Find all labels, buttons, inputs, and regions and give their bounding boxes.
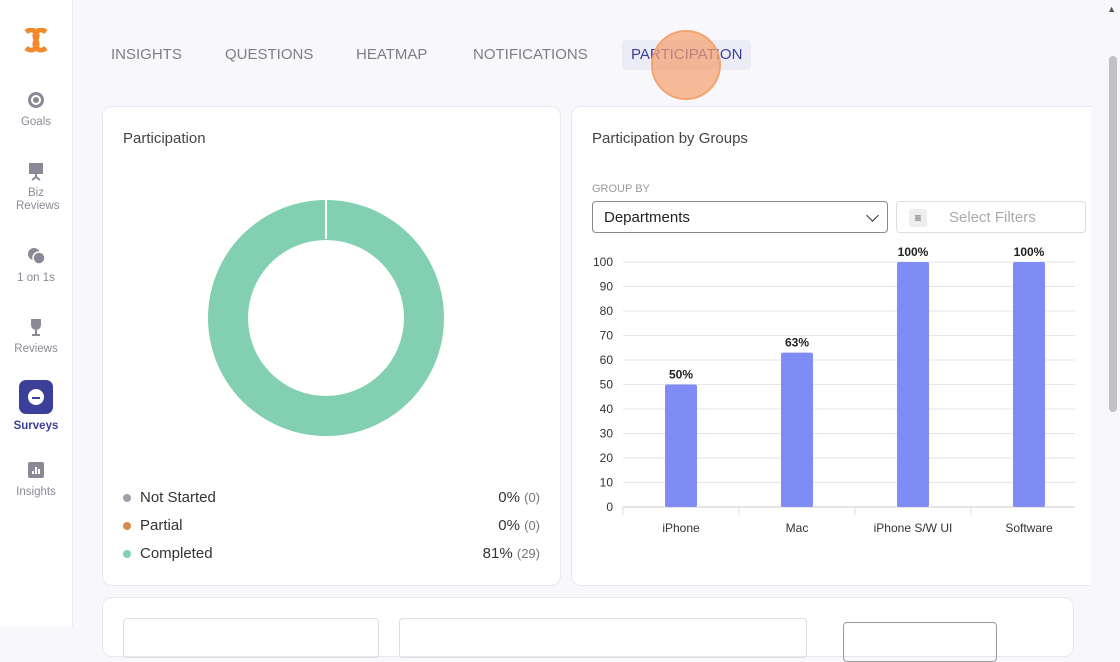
y-tick-label: 90 xyxy=(600,280,614,294)
logo-icon[interactable] xyxy=(20,28,52,54)
tab-notifications[interactable]: NOTIFICATIONS xyxy=(473,46,588,63)
y-tick-label: 100 xyxy=(593,255,613,269)
y-tick-label: 80 xyxy=(600,304,614,318)
sidebar-item-1on1s[interactable]: 1 on 1s xyxy=(0,246,72,285)
bottom-input-1[interactable] xyxy=(123,618,379,658)
presentation-icon xyxy=(29,163,43,181)
x-tick-label: Software xyxy=(1005,521,1053,535)
filter-placeholder: Select Filters xyxy=(949,209,1036,226)
x-tick-label: Mac xyxy=(786,521,809,535)
card-title: Participation by Groups xyxy=(592,130,748,147)
scrollbar[interactable] xyxy=(1109,56,1117,412)
y-tick-label: 30 xyxy=(600,427,614,441)
group-by-select[interactable]: Departments xyxy=(592,201,888,233)
bottom-input-2[interactable] xyxy=(399,618,807,658)
chevron-down-icon xyxy=(866,209,879,222)
tab-heatmap[interactable]: HEATMAP xyxy=(356,46,428,63)
bar-data-label: 63% xyxy=(785,336,809,350)
legend-label: Partial xyxy=(140,517,183,534)
survey-icon xyxy=(19,380,53,414)
bar[interactable] xyxy=(781,352,813,507)
group-by-label: GROUP BY xyxy=(592,183,650,195)
bar-chart-icon xyxy=(28,462,44,478)
x-tick-label: iPhone xyxy=(662,521,700,535)
legend-dot xyxy=(123,522,131,531)
bar[interactable] xyxy=(1013,262,1045,507)
select-filters-input[interactable]: ≡ Select Filters xyxy=(896,201,1086,233)
legend-label: Completed xyxy=(140,545,213,562)
sidebar-label: 1 on 1s xyxy=(17,272,55,284)
bar[interactable] xyxy=(897,262,929,507)
y-tick-label: 20 xyxy=(600,451,614,465)
tab-questions[interactable]: QUESTIONS xyxy=(225,46,314,63)
legend-dot xyxy=(123,550,131,559)
donut-chart xyxy=(208,199,444,436)
sidebar-item-reviews[interactable]: Reviews xyxy=(0,317,72,356)
target-icon xyxy=(28,92,44,108)
y-tick-label: 50 xyxy=(600,378,614,392)
sidebar-item-insights[interactable]: Insights xyxy=(0,460,72,499)
y-tick-label: 40 xyxy=(600,402,614,416)
group-by-value: Departments xyxy=(604,209,690,226)
bar-data-label: 100% xyxy=(898,245,929,259)
legend-item: Partial 0% (0) xyxy=(123,517,540,537)
trophy-icon xyxy=(31,319,41,336)
y-tick-label: 0 xyxy=(606,500,613,514)
legend-value: 0% (0) xyxy=(498,489,540,506)
groups-card: Participation by Groups GROUP BY Departm… xyxy=(571,106,1091,586)
legend-value: 81% (29) xyxy=(482,545,540,562)
legend-item: Not Started 0% (0) xyxy=(123,489,540,509)
y-tick-label: 10 xyxy=(600,476,614,490)
sidebar-label: Goals xyxy=(20,116,52,128)
tab-insights[interactable]: INSIGHTS xyxy=(111,46,182,63)
legend-value: 0% (0) xyxy=(498,517,540,534)
sidebar-label: Insights xyxy=(16,486,56,498)
donut-completed-slice[interactable] xyxy=(208,200,444,436)
card-title: Participation xyxy=(123,130,206,147)
sidebar-label: Surveys xyxy=(13,420,59,432)
legend-label: Not Started xyxy=(140,489,216,506)
bar[interactable] xyxy=(665,384,697,508)
sidebar-item-biz-reviews[interactable]: Biz Reviews xyxy=(0,161,72,213)
scroll-up-icon[interactable]: ▲ xyxy=(1107,4,1116,14)
bar-data-label: 50% xyxy=(669,368,693,382)
bottom-button[interactable] xyxy=(843,622,997,662)
participation-bar-chart: 0 10 20 30 40 50 60 70 80 90 100 50% iPhone 63% Mac 100… xyxy=(593,245,1075,535)
click-indicator xyxy=(651,30,721,100)
x-tick-label: iPhone S/W UI xyxy=(874,521,953,535)
y-tick-label: 70 xyxy=(600,329,614,343)
sidebar: Goals Biz Reviews 1 on 1s Reviews Survey… xyxy=(0,0,73,627)
legend-dot xyxy=(123,494,131,503)
filter-icon: ≡ xyxy=(909,209,927,227)
y-tick-label: 60 xyxy=(600,353,614,367)
sidebar-item-surveys[interactable]: Surveys xyxy=(0,380,72,433)
sidebar-item-goals[interactable]: Goals xyxy=(0,90,72,129)
bar-data-label: 100% xyxy=(1014,245,1045,259)
legend-item: Completed 81% (29) xyxy=(123,545,540,565)
sidebar-label: Biz Reviews xyxy=(16,187,60,212)
chat-icon xyxy=(28,248,46,265)
participation-card: Participation Not Started 0% (0) Partial 0%… xyxy=(102,106,561,586)
bottom-card xyxy=(102,597,1074,662)
sidebar-label: Reviews xyxy=(14,343,58,355)
